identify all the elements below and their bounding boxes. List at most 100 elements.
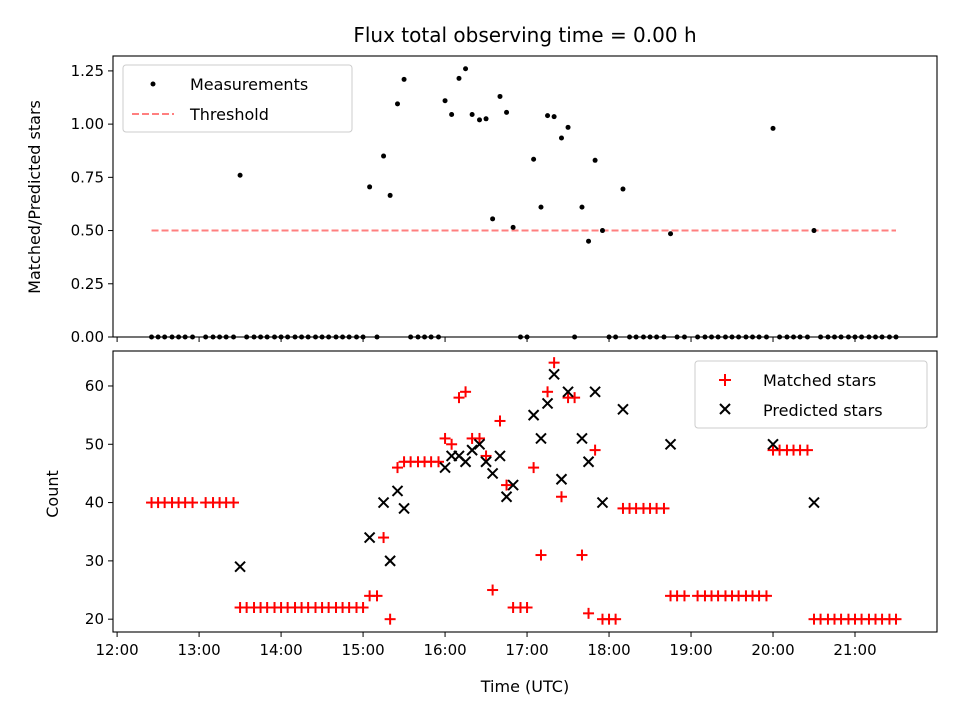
matched-star-point: [446, 438, 458, 450]
measurement-point: [395, 101, 401, 107]
measurement-point: [469, 112, 475, 118]
bottom-y-tick-label: 30: [85, 552, 104, 570]
predicted-star-point: [808, 496, 820, 509]
legend-marker-matched: [719, 374, 731, 386]
bottom-y-tick-label: 50: [85, 435, 104, 453]
measurement-point: [401, 76, 407, 82]
predicted-marker-b: [808, 496, 820, 509]
predicted-star-point: [535, 432, 547, 445]
matched-star-point: [473, 432, 485, 444]
bottom-legend: Matched stars Predicted stars: [694, 360, 928, 429]
legend-label-threshold: Threshold: [189, 105, 269, 124]
predicted-star-point: [363, 531, 376, 544]
predicted-star-point: [527, 409, 540, 421]
predicted-marker-b: [589, 386, 601, 398]
measurement-point: [811, 228, 817, 234]
predicted-marker-b: [480, 456, 492, 468]
x-tick-label: 18:00: [587, 641, 630, 659]
matched-star-point: [542, 386, 554, 398]
predicted-marker-b: [494, 450, 506, 462]
predicted-star-point: [234, 560, 246, 573]
matched-star-point: [801, 444, 813, 456]
matched-star-point: [433, 456, 445, 468]
predicted-marker-b: [535, 432, 547, 445]
predicted-marker-b: [234, 560, 246, 573]
matched-star-point: [555, 491, 567, 503]
bottom-axes-frame: [112, 350, 938, 633]
predicted-marker-b: [548, 368, 560, 381]
measurement-point: [586, 238, 592, 244]
measurement-point: [497, 93, 503, 99]
predicted-star-point: [439, 461, 451, 474]
matched-star-point: [501, 479, 513, 491]
matched-star-point: [760, 590, 772, 602]
predicted-marker-b: [562, 386, 574, 398]
x-tick-label: 12:00: [95, 641, 138, 659]
predicted-star-point: [507, 479, 519, 491]
matched-star-point: [453, 392, 465, 404]
bottom-y-axis-label: Count: [43, 470, 62, 518]
top-y-tick-label: 0.50: [71, 222, 104, 240]
bottom-y-tick-label: 60: [85, 377, 104, 395]
predicted-star-point: [486, 467, 499, 480]
measurement-point: [510, 224, 516, 230]
predicted-star-point: [459, 456, 472, 468]
predicted-marker-b: [617, 403, 629, 416]
measurement-point: [538, 204, 544, 210]
x-tick-label: 13:00: [177, 641, 220, 659]
predicted-star-point: [473, 438, 486, 450]
legend-label-matched: Matched stars: [763, 371, 876, 390]
legend-label-measurements: Measurements: [190, 75, 308, 94]
matched-star-point: [569, 392, 581, 404]
measurement-point: [490, 216, 496, 222]
predicted-marker-b: [486, 467, 499, 480]
measurement-point: [381, 153, 387, 159]
predicted-marker-b: [500, 491, 513, 503]
measurement-point: [599, 228, 605, 234]
matched-star-point: [384, 613, 396, 625]
measurement-point: [620, 186, 626, 192]
measurement-point: [449, 112, 455, 118]
matched-star-point: [494, 415, 506, 427]
predicted-marker-b: [541, 397, 554, 410]
predicted-star-point: [466, 444, 478, 456]
top-y-tick-label: 1.25: [71, 62, 104, 80]
predicted-star-point: [582, 456, 595, 468]
predicted-marker-b: [466, 444, 478, 456]
measurement-point: [463, 66, 469, 72]
matched-star-point: [392, 462, 404, 474]
matched-star-point: [610, 613, 622, 625]
measurement-point: [476, 117, 482, 123]
matched-star-point: [378, 532, 390, 544]
measurement-point: [504, 109, 510, 115]
measurement-point: [531, 156, 537, 162]
predicted-marker-b: [527, 409, 540, 421]
predicted-marker-b: [391, 485, 404, 497]
predicted-marker-b: [398, 502, 410, 515]
predicted-star-point: [576, 432, 588, 445]
bottom-y-tick-label: 20: [85, 610, 104, 628]
measurement-point: [545, 113, 551, 119]
measurement-point: [558, 135, 564, 141]
measurement-point: [456, 75, 462, 81]
bottom-legend-box: [694, 360, 928, 429]
top-y-tick-label: 1.00: [71, 115, 104, 133]
matched-star-point: [521, 602, 533, 614]
predicted-marker-b: [363, 531, 376, 544]
predicted-star-point: [494, 450, 506, 462]
predicted-star-point: [384, 555, 396, 567]
predicted-star-point: [391, 485, 404, 497]
predicted-star-point: [480, 456, 492, 468]
matched-star-point: [480, 450, 492, 462]
predicted-marker-b: [596, 496, 609, 509]
legend-marker-measurements: [150, 81, 156, 87]
predicted-star-point: [555, 473, 568, 485]
predicted-marker-b: [555, 473, 568, 485]
predicted-star-point: [767, 438, 779, 450]
predicted-marker-b: [384, 555, 396, 567]
matched-star-point: [371, 590, 383, 602]
top-y-tick-label: 0.75: [71, 168, 104, 186]
predicted-star-point: [664, 438, 677, 450]
measurement-point: [565, 124, 571, 130]
